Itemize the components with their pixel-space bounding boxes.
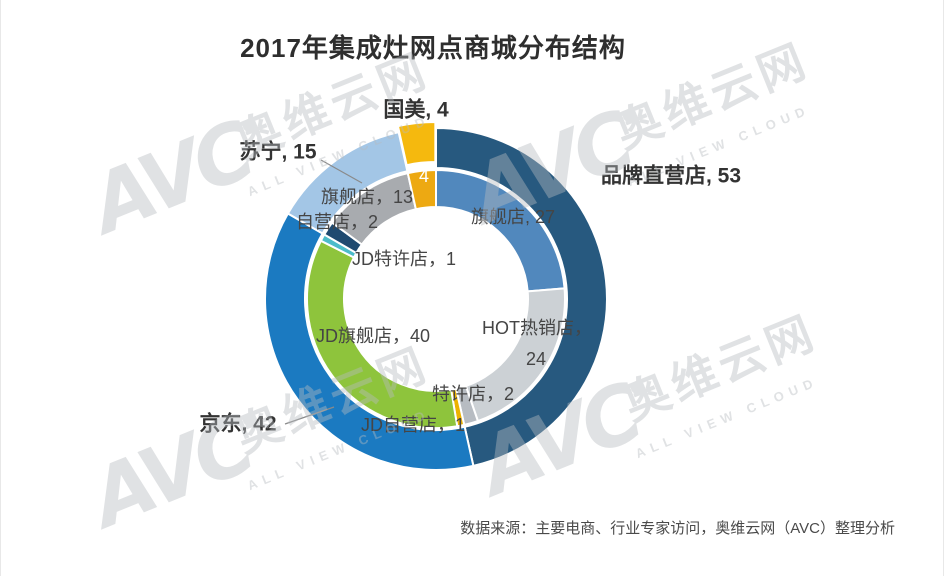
- label-guomei: 国美, 4: [383, 98, 449, 122]
- inner-segment-guomei-4: [406, 168, 437, 211]
- label-texudian-2: 特许店，2: [431, 384, 515, 405]
- label-jd-ziyingdian-1: JD自营店，1: [360, 415, 466, 436]
- inner-segment-jd-qijiandian-40: [306, 239, 459, 429]
- label-qijiandian-13: 旗舰店，13: [320, 187, 414, 208]
- label-inner-guomei-4: 4: [418, 166, 430, 187]
- source-note: 数据来源：主要电商、行业专家访问，奥维云网（AVC）整理分析: [460, 520, 895, 537]
- label-jd-texudian-1: JD特许店，1: [351, 249, 457, 270]
- outer-segment-jingdong: [264, 212, 475, 471]
- outer-segment-pinpai-zhiying: [435, 126, 608, 468]
- label-ziyingdian-2: 自营店，2: [295, 212, 379, 233]
- label-jd-qijiandian-40: JD旗舰店，40: [315, 326, 431, 347]
- label-hot-rexiaodian-line2: 24: [525, 349, 547, 370]
- label-jingdong: 京东, 42: [199, 412, 277, 436]
- label-suning: 苏宁, 15: [239, 140, 317, 164]
- outer-segment-guomei: [396, 121, 437, 167]
- label-pinpai-zhiying: 品牌直营店, 53: [600, 164, 742, 188]
- leader-line-1: [284, 406, 335, 425]
- leader-line-0: [320, 159, 363, 184]
- label-hot-rexiaodian-line1: HOT热销店，: [482, 318, 592, 339]
- page-title: 2017年集成灶网点商城分布结构: [240, 33, 626, 63]
- label-qijiandian-27: 旗舰店, 27: [470, 207, 556, 228]
